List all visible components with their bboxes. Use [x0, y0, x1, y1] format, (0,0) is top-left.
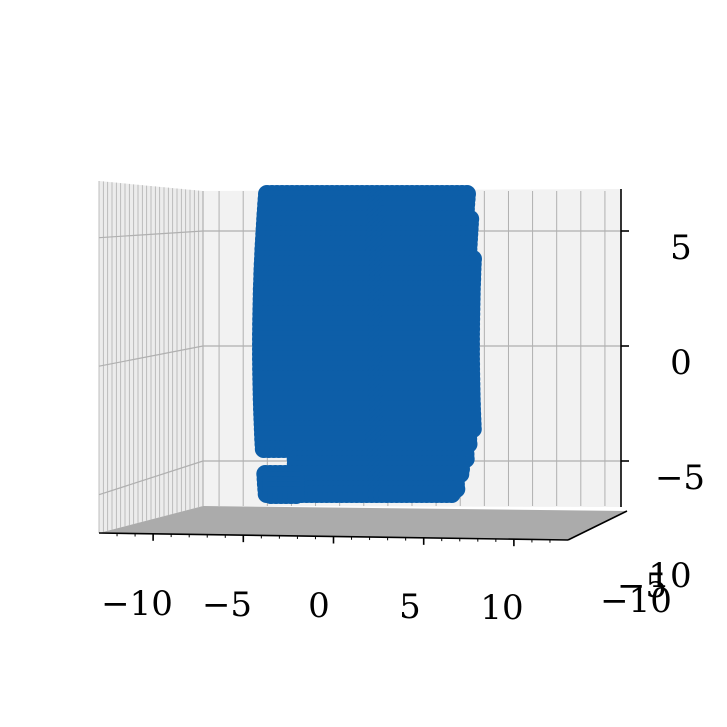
x-tick-labels: −10 −5 0 5 10 [101, 584, 524, 628]
z-tick-label: 0 [670, 343, 692, 383]
grid-line [98, 345, 204, 367]
data-point [442, 485, 461, 503]
x-tick-label: −5 [202, 585, 252, 625]
axis-ticks [116, 230, 629, 547]
x-tick-label: 0 [308, 586, 330, 626]
data-points [252, 185, 482, 504]
x-tick-label: −10 [101, 584, 173, 624]
x-tick-label: 10 [480, 588, 523, 628]
y-tick-labels: −10 −5 10 [600, 556, 692, 621]
y-axis-line [567, 510, 628, 541]
grid-line [98, 230, 204, 239]
data-point [287, 486, 305, 504]
z-tick-label: 5 [670, 228, 692, 268]
x-tick-label: 5 [399, 587, 421, 627]
z-tick-labels: −5 0 5 [655, 228, 705, 498]
y-tick-label: 10 [648, 556, 691, 596]
z-tick-label: −5 [655, 458, 705, 498]
floor-pane [99, 506, 627, 540]
grid-line [98, 460, 204, 496]
y-tick-label: −5 [617, 566, 667, 606]
y-tick-label: −10 [600, 581, 672, 621]
